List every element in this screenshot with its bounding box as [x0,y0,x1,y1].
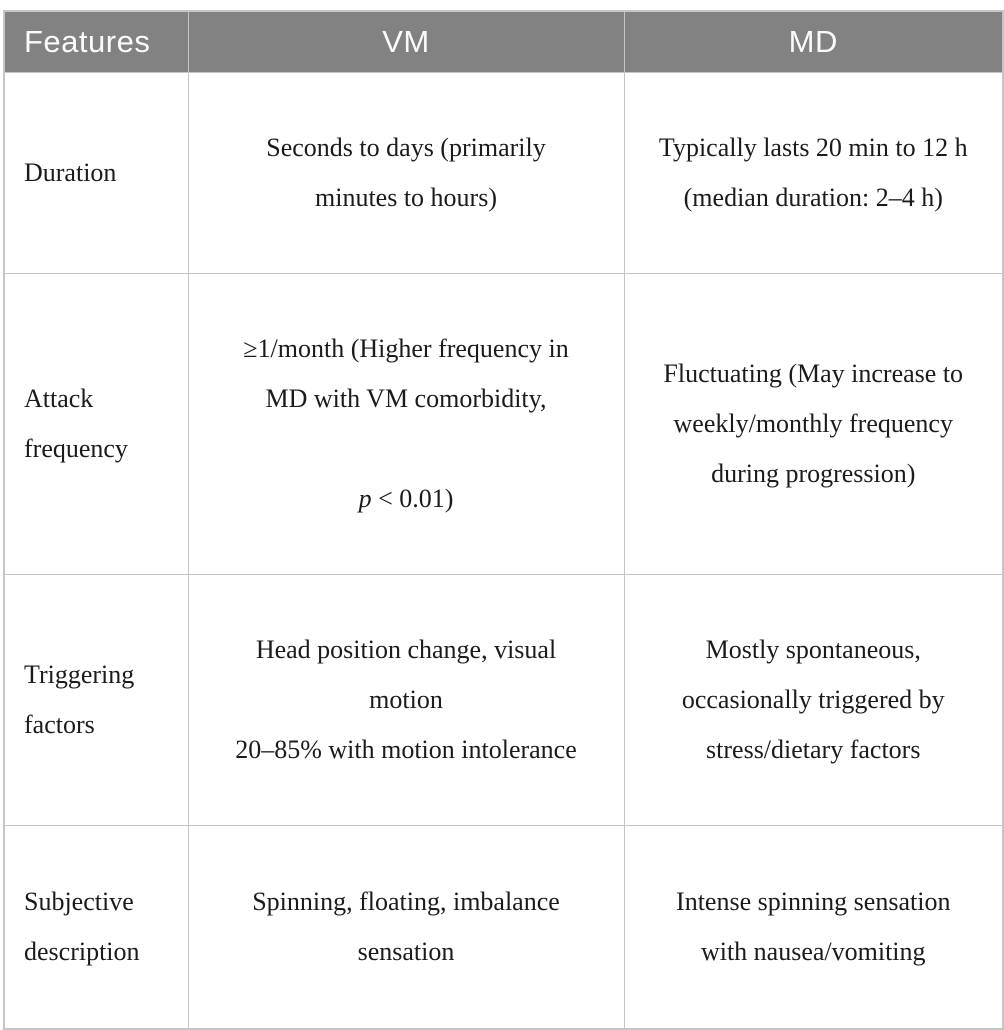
cell-text: Seconds to days (primarily minutes to ho… [266,133,546,212]
cell-text: ≥1/month (Higher frequency in MD with VM… [243,334,569,413]
md-cell-subjective-description: Intense spinning sensation with nausea/v… [623,825,1004,1030]
p-value-symbol: p [358,484,372,513]
p-value-line: p < 0.01) [195,474,618,524]
md-cell-duration: Typically lasts 20 min to 12 h (median d… [623,72,1004,274]
cell-text: Typically lasts 20 min to 12 h (median d… [658,133,968,212]
vm-cell-subjective-description: Spinning, floating, imbalance sensation [187,825,625,1030]
cell-text: Fluctuating (May increase to weekly/mont… [663,359,964,488]
header-cell-md: MD [623,10,1004,73]
table-row-subjective-description: Subjective description Spinning, floatin… [3,825,1004,1030]
feature-label: Subjective description [24,887,140,966]
feature-label: Triggering factors [24,660,135,739]
md-cell-attack-frequency: Fluctuating (May increase to weekly/mont… [623,273,1004,575]
feature-cell-subjective-description: Subjective description [3,825,189,1030]
cell-text: Mostly spontaneous, occasionally trigger… [681,635,945,764]
vm-cell-triggering-factors: Head position change, visual motion 20–8… [187,574,625,826]
cell-text: Intense spinning sensation with nausea/v… [676,887,951,966]
header-cell-vm: VM [187,10,625,73]
feature-label: Attack frequency [24,384,128,463]
cell-text: Head position change, visual motion 20–8… [235,635,577,764]
header-cell-features: Features [3,10,189,73]
vm-cell-duration: Seconds to days (primarily minutes to ho… [187,72,625,274]
p-value-rest: < 0.01) [371,484,454,513]
table-row-triggering-factors: Triggering factors Head position change,… [3,574,1004,826]
md-cell-triggering-factors: Mostly spontaneous, occasionally trigger… [623,574,1004,826]
vm-md-comparison-table: Features VM MD Duration Seconds to days … [3,10,1004,1030]
cell-text: Spinning, floating, imbalance sensation [252,887,560,966]
feature-label: Duration [24,158,117,187]
feature-cell-attack-frequency: Attack frequency [3,273,189,575]
table-row-attack-frequency: Attack frequency ≥1/month (Higher freque… [3,273,1004,575]
header-row: Features VM MD [3,10,1004,73]
feature-cell-duration: Duration [3,72,189,274]
vm-cell-attack-frequency: ≥1/month (Higher frequency in MD with VM… [187,273,625,575]
feature-cell-triggering-factors: Triggering factors [3,574,189,826]
table-row-duration: Duration Seconds to days (primarily minu… [3,72,1004,274]
